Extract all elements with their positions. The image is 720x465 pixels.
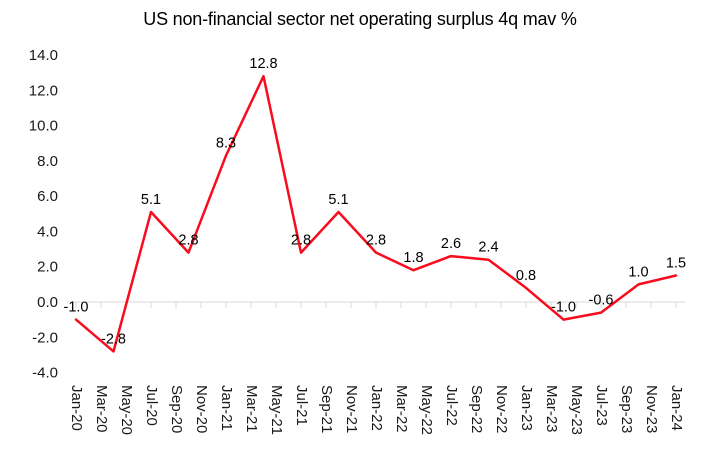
y-tick-label: -4.0 (32, 365, 58, 382)
data-label: 2.8 (366, 233, 386, 249)
y-tick-label: 2.0 (37, 259, 58, 276)
series-line (74, 74, 678, 353)
x-tick-label: Jul-20 (143, 385, 160, 426)
data-label: 2.8 (178, 233, 198, 249)
x-tick-label: Sep-23 (618, 385, 635, 433)
x-tick-label: Jan-20 (68, 385, 85, 431)
data-label: 5.1 (141, 192, 161, 208)
chart-title: US non-financial sector net operating su… (143, 9, 577, 29)
data-series (74, 74, 678, 353)
x-tick-label: Jul-22 (443, 385, 460, 426)
data-label: 8.3 (216, 136, 236, 152)
x-tick-label: Nov-23 (643, 385, 660, 433)
y-tick-label: 4.0 (37, 223, 58, 240)
data-label: -0.6 (589, 293, 614, 309)
y-tick-label: -2.0 (32, 329, 58, 346)
x-tick-label: Jan-22 (368, 385, 385, 431)
data-label: -2.8 (101, 331, 126, 347)
x-tick-label: May-20 (118, 385, 135, 435)
x-tick-label: Nov-22 (493, 385, 510, 433)
data-label: 1.0 (628, 264, 648, 280)
x-tick-label: Jul-21 (293, 385, 310, 426)
x-tick-label: May-22 (418, 385, 435, 435)
x-tick-label: May-23 (568, 385, 585, 435)
x-tick-label: Nov-20 (193, 385, 210, 433)
data-label: -1.0 (64, 300, 89, 316)
x-tick-label: Mar-20 (93, 385, 110, 433)
x-tick-label: Jan-21 (218, 385, 235, 431)
data-label: 1.5 (666, 256, 686, 272)
y-tick-label: 6.0 (37, 188, 58, 205)
x-tick-label: Nov-21 (343, 385, 360, 433)
x-tick-label: Sep-21 (318, 385, 335, 433)
y-tick-label: 14.0 (29, 47, 58, 64)
x-tick-label: Sep-20 (168, 385, 185, 433)
data-label: 2.4 (478, 240, 498, 256)
x-tick-label: Jan-23 (518, 385, 535, 431)
x-tick-label: Sep-22 (468, 385, 485, 433)
y-tick-label: 10.0 (29, 118, 58, 135)
x-tick-label: Jan-24 (668, 385, 685, 431)
data-label: 2.6 (441, 236, 461, 252)
x-tick-label: Jul-23 (593, 385, 610, 426)
data-label: -1.0 (551, 300, 576, 316)
data-label: 2.8 (291, 233, 311, 249)
y-tick-label: 8.0 (37, 153, 58, 170)
x-tick-label: Mar-22 (393, 385, 410, 433)
x-tick-label: Mar-21 (243, 385, 260, 433)
x-tick-label: Mar-23 (543, 385, 560, 433)
y-tick-label: 12.0 (29, 82, 58, 99)
data-label: 1.8 (403, 250, 423, 266)
x-axis-labels: Jan-20 Mar-20 May-20 Jul-20 Sep-20 Nov-20 Jan-… (68, 385, 685, 435)
data-label: 5.1 (328, 192, 348, 208)
y-axis-labels: 14.0 12.0 10.0 8.0 6.0 4.0 2.0 0.0 -2.0 -4.0 (29, 47, 58, 382)
data-label: 12.8 (249, 56, 277, 72)
y-tick-label: 0.0 (37, 294, 58, 311)
data-labels: -1.0 -2.8 5.1 2.8 8.3 12.8 2.8 5.1 2.8 1.8 2.6 2.4 0… (64, 56, 687, 347)
x-tick-label: May-21 (268, 385, 285, 435)
data-label: 0.8 (516, 268, 536, 284)
